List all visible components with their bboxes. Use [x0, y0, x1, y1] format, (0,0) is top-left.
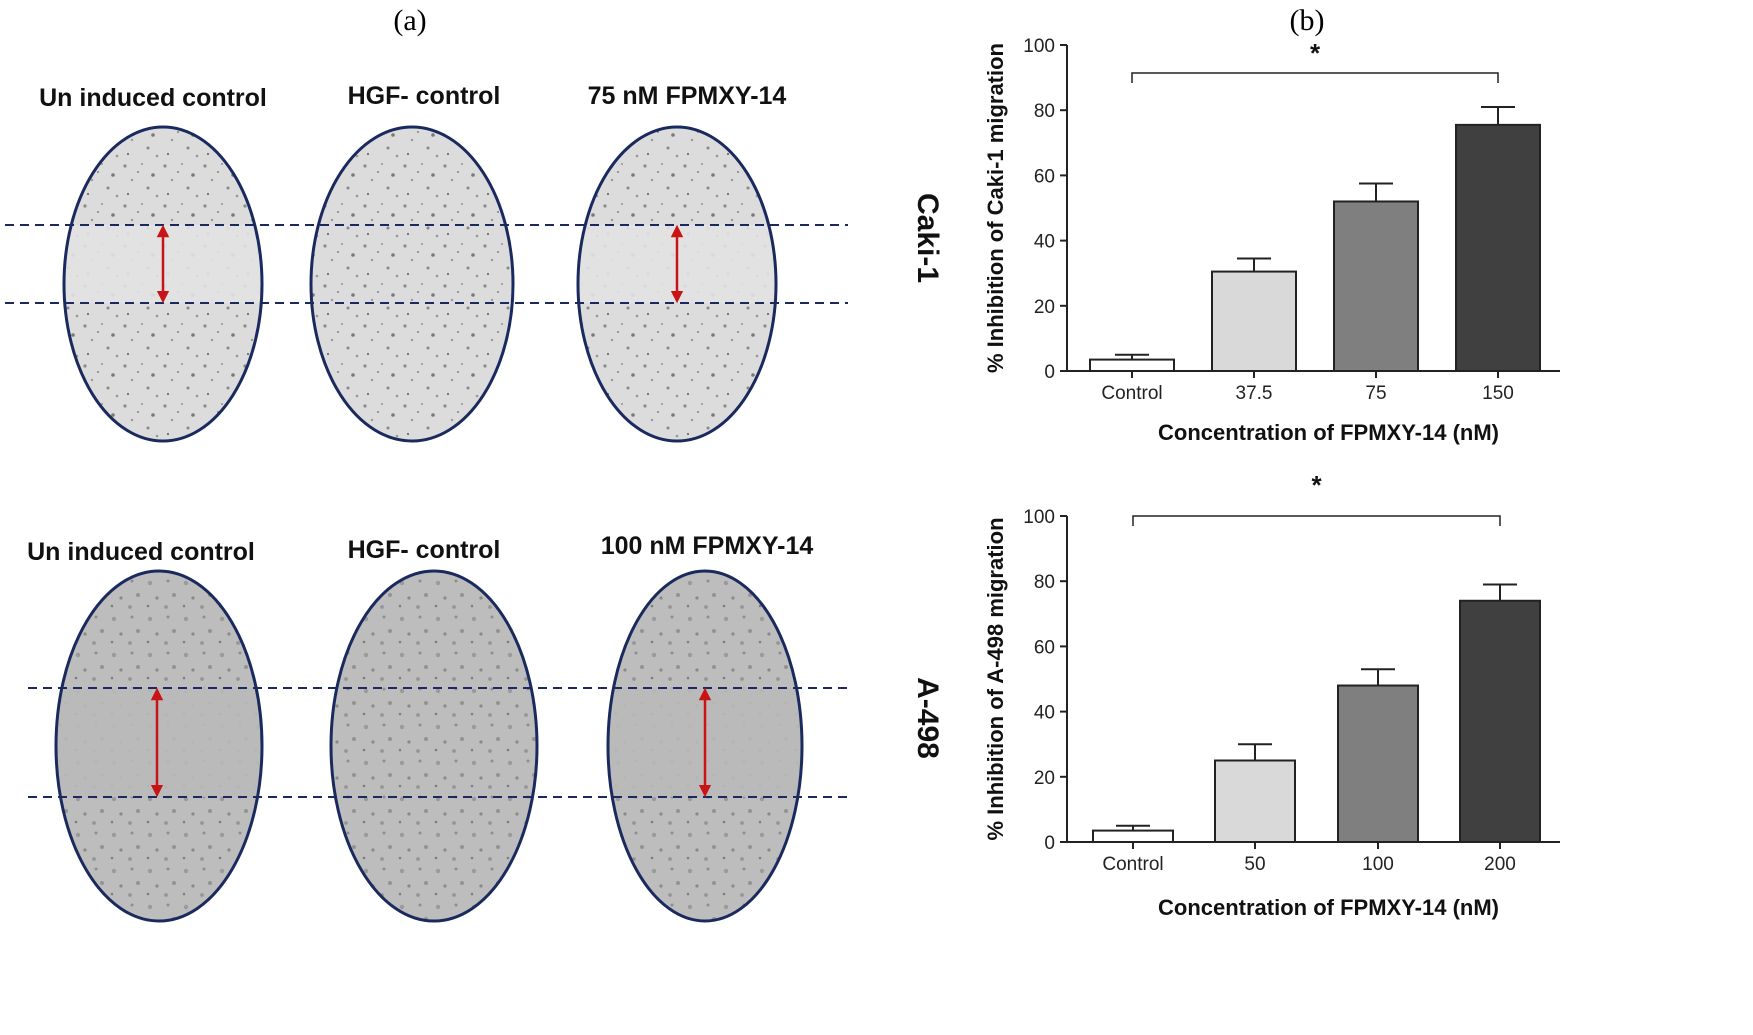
well-uninduced-a498: [54, 569, 264, 923]
y-tick-label-caki: 60: [1034, 166, 1055, 187]
x-axis-title-caki: Concentration of FPMXY-14 (nM): [1158, 420, 1499, 445]
x-tick-label-caki: 75: [1365, 383, 1386, 404]
bar-chart-a498: 0 20 40 60 80 100 Control 50 100 200 * Concentratio…: [983, 470, 1560, 920]
well-title-uninduced-caki: Un induced control: [39, 84, 267, 112]
well-title-hgf-a498: HGF- control: [348, 536, 501, 564]
x-tick-label-a498: 100: [1362, 854, 1394, 875]
panel-label-a: (a): [393, 4, 426, 37]
y-tick-label-a498: 20: [1034, 768, 1055, 789]
y-tick-label-caki: 100: [1023, 36, 1055, 57]
bar-chart-caki: 0 20 40 60 80 100 Control 37.5 75 150 * Concentrati…: [983, 36, 1560, 445]
significance-bracket-caki: [1131, 72, 1499, 83]
significance-star-caki: *: [1310, 38, 1321, 68]
bar-a498-200: [1459, 599, 1541, 844]
bar-a498-50: [1214, 759, 1296, 843]
y-tick-label-a498: 60: [1034, 637, 1055, 658]
significance-bracket-a498: [1132, 515, 1501, 526]
y-axis-title-a498: % Inhibition of A-498 migration: [983, 517, 1008, 840]
x-tick-label-caki: 37.5: [1236, 383, 1273, 404]
well-title-drug-caki: 75 nM FPMXY-14: [588, 82, 787, 110]
significance-star-a498: *: [1311, 470, 1322, 500]
side-label-a498: A-498: [911, 677, 944, 759]
side-label-caki: Caki-1: [911, 193, 944, 283]
panel-label-b: (b): [1290, 4, 1325, 37]
well-title-uninduced-a498: Un induced control: [27, 538, 255, 566]
well-drug-caki: [576, 125, 778, 443]
y-tick-label-a498: 80: [1034, 572, 1055, 593]
x-tick-label-a498: Control: [1102, 854, 1163, 875]
well-title-drug-a498: 100 nM FPMXY-14: [601, 532, 814, 560]
y-tick-label-caki: 20: [1034, 297, 1055, 318]
well-title-hgf-caki: HGF- control: [348, 82, 501, 110]
y-tick-label-a498: 0: [1044, 833, 1055, 854]
well-uninduced-caki: [62, 125, 264, 443]
y-tick-label-a498: 100: [1023, 507, 1055, 528]
y-tick-label-caki: 80: [1034, 101, 1055, 122]
x-tick-label-caki: Control: [1101, 383, 1162, 404]
y-tick-label-caki: 0: [1044, 362, 1055, 383]
x-tick-label-caki: 150: [1482, 383, 1514, 404]
bar-a498-100: [1337, 684, 1419, 844]
x-tick-label-a498: 50: [1244, 854, 1265, 875]
y-axis-title-caki: % Inhibition of Caki-1 migration: [983, 43, 1008, 373]
bar-caki-Control: [1089, 358, 1175, 372]
bar-caki-75: [1333, 200, 1419, 372]
bar-caki-150: [1455, 123, 1541, 373]
y-tick-label-a498: 40: [1034, 703, 1055, 724]
x-tick-label-a498: 200: [1484, 854, 1516, 875]
bar-caki-37.5: [1211, 270, 1297, 373]
well-hgf-a498: [329, 569, 539, 923]
bar-a498-Control: [1092, 829, 1174, 844]
y-tick-label-caki: 40: [1034, 232, 1055, 253]
x-axis-title-a498: Concentration of FPMXY-14 (nM): [1158, 895, 1499, 920]
well-hgf-caki: [309, 125, 515, 443]
